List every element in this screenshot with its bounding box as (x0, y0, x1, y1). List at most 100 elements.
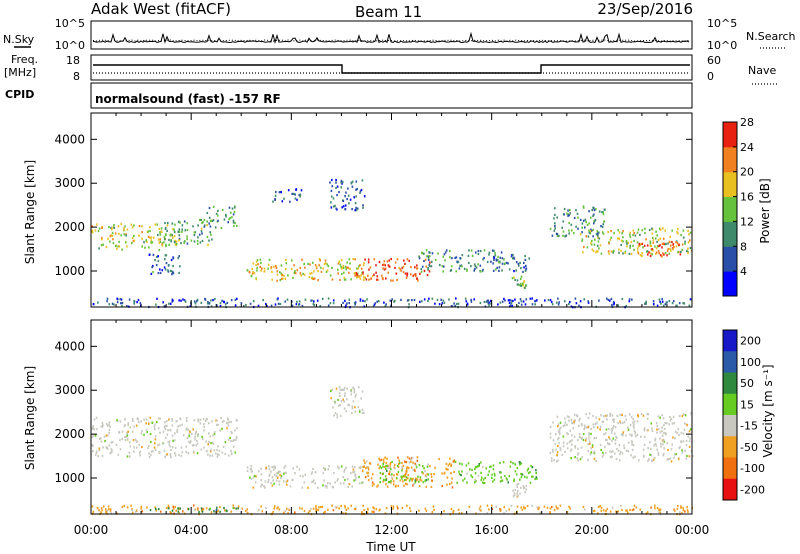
data-pixel (178, 237, 181, 240)
data-pixel (208, 222, 210, 225)
data-pixel (337, 262, 340, 265)
data-pixel (491, 507, 493, 511)
date-label: 23/Sep/2016 (597, 0, 693, 18)
data-pixel (343, 388, 345, 391)
data-pixel (477, 249, 480, 253)
data-pixel (187, 452, 190, 455)
data-pixel (382, 263, 384, 266)
data-pixel (340, 265, 342, 269)
data-pixel (657, 451, 659, 454)
nsearch-tick-bottom: 10^0 (707, 39, 737, 52)
data-pixel (149, 432, 152, 436)
data-pixel (559, 433, 561, 436)
data-pixel (146, 430, 148, 434)
data-pixel (524, 286, 526, 290)
data-pixel (168, 443, 171, 446)
data-pixel (467, 462, 470, 465)
data-pixel (662, 438, 665, 441)
data-pixel (160, 230, 163, 233)
data-pixel (671, 302, 674, 305)
data-pixel (591, 248, 594, 251)
data-pixel (671, 240, 673, 244)
data-pixel (137, 421, 140, 424)
data-pixel (207, 453, 209, 456)
data-pixel (232, 219, 235, 222)
data-pixel (564, 424, 566, 427)
data-pixel (427, 478, 430, 481)
data-pixel (343, 276, 346, 280)
data-pixel (213, 449, 216, 452)
data-pixel (110, 512, 113, 515)
data-pixel (181, 228, 184, 231)
data-pixel (338, 507, 340, 510)
data-pixel (165, 243, 167, 246)
data-pixel (157, 238, 160, 241)
data-pixel (689, 437, 691, 440)
data-pixel (351, 405, 354, 408)
data-pixel (366, 511, 369, 514)
data-pixel (615, 447, 618, 451)
data-pixel (562, 424, 565, 427)
data-pixel (655, 247, 658, 250)
data-pixel (661, 297, 663, 301)
data-pixel (249, 302, 252, 305)
data-pixel (590, 228, 592, 231)
data-pixel (606, 297, 608, 300)
data-pixel (590, 432, 592, 435)
data-pixel (518, 264, 520, 267)
data-pixel (636, 231, 639, 234)
data-pixel (427, 267, 429, 270)
data-pixel (270, 470, 272, 473)
data-pixel (336, 185, 339, 188)
data-pixel (329, 181, 331, 184)
data-pixel (382, 480, 385, 483)
data-pixel (661, 255, 663, 258)
data-pixel (362, 263, 365, 266)
data-pixel (556, 507, 558, 510)
data-pixel (682, 229, 685, 232)
data-pixel (556, 301, 558, 304)
data-pixel (525, 485, 528, 488)
data-pixel (590, 447, 593, 450)
data-pixel (215, 419, 217, 422)
data-pixel (373, 483, 375, 486)
data-pixel (620, 243, 622, 247)
data-pixel (608, 436, 610, 439)
data-pixel (641, 229, 644, 232)
data-pixel (343, 271, 345, 274)
data-pixel (233, 224, 235, 228)
data-pixel (312, 467, 314, 470)
data-pixel (195, 430, 197, 433)
data-pixel (428, 270, 431, 273)
data-pixel (639, 233, 641, 236)
data-pixel (206, 235, 209, 239)
data-pixel (141, 245, 143, 248)
data-pixel (406, 466, 409, 469)
data-pixel (235, 507, 237, 510)
data-pixel (358, 265, 360, 268)
data-pixel (124, 225, 126, 228)
data-pixel (135, 424, 138, 427)
data-pixel (332, 302, 335, 305)
data-pixel (595, 459, 597, 463)
data-pixel (669, 235, 672, 238)
data-pixel (488, 304, 490, 307)
data-pixel (464, 297, 467, 300)
data-pixel (274, 194, 277, 197)
data-pixel (344, 512, 347, 515)
data-pixel (439, 263, 441, 267)
data-pixel (668, 240, 671, 243)
data-pixel (568, 419, 570, 422)
data-pixel (417, 475, 419, 478)
data-pixel (531, 297, 533, 300)
data-pixel (574, 456, 576, 459)
data-pixel (170, 512, 173, 515)
data-pixel (367, 466, 369, 469)
data-pixel (577, 447, 579, 450)
data-pixel (260, 485, 262, 488)
data-pixel (209, 507, 212, 510)
data-pixel (408, 303, 410, 306)
data-pixel (659, 508, 662, 511)
data-pixel (401, 506, 404, 510)
data-pixel (133, 425, 135, 428)
